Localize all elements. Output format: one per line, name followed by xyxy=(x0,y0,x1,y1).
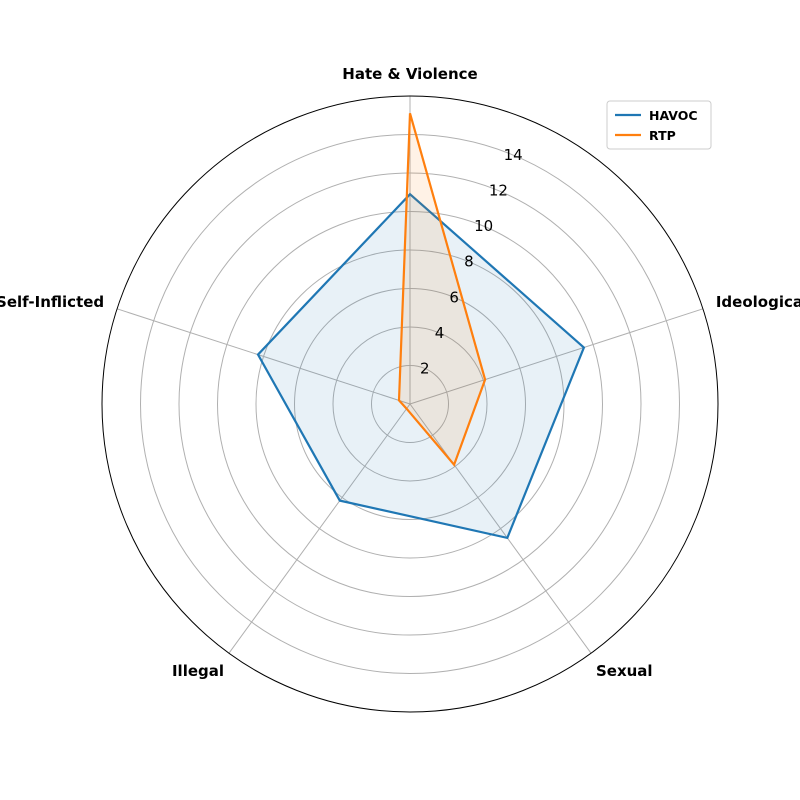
series-fill-rtp xyxy=(399,113,486,465)
radial-tick-label: 4 xyxy=(435,324,445,342)
axis-label: Sexual xyxy=(596,662,653,680)
radial-tick-label: 6 xyxy=(449,288,459,306)
grid-layer xyxy=(101,95,719,713)
grid-spoke xyxy=(228,403,411,654)
grid-spoke xyxy=(116,308,411,405)
series-layer xyxy=(256,113,586,540)
series-fill-havoc xyxy=(258,194,584,538)
axis-label: Self-Inflicted xyxy=(0,293,104,311)
legend-label-havoc: HAVOC xyxy=(649,108,698,123)
radial-tick-label: 2 xyxy=(420,359,430,377)
axis-label: Illegal xyxy=(172,662,224,680)
legend-box xyxy=(606,100,712,150)
legend: HAVOC RTP xyxy=(606,100,712,150)
legend-label-rtp: RTP xyxy=(649,128,676,143)
series-line-havoc xyxy=(256,192,586,540)
radial-tick-label: 12 xyxy=(489,182,508,200)
outer-frame xyxy=(101,95,719,713)
radial-tick-label: 8 xyxy=(464,253,474,271)
series-line-rtp xyxy=(397,113,487,467)
axis-label: Ideological Harm xyxy=(716,293,800,311)
radial-tick-label: 10 xyxy=(474,217,493,235)
grid-spoke xyxy=(409,308,704,405)
radial-tick-label: 14 xyxy=(504,146,523,164)
grid-spoke xyxy=(409,403,592,654)
axis-label: Hate & Violence xyxy=(342,65,477,83)
